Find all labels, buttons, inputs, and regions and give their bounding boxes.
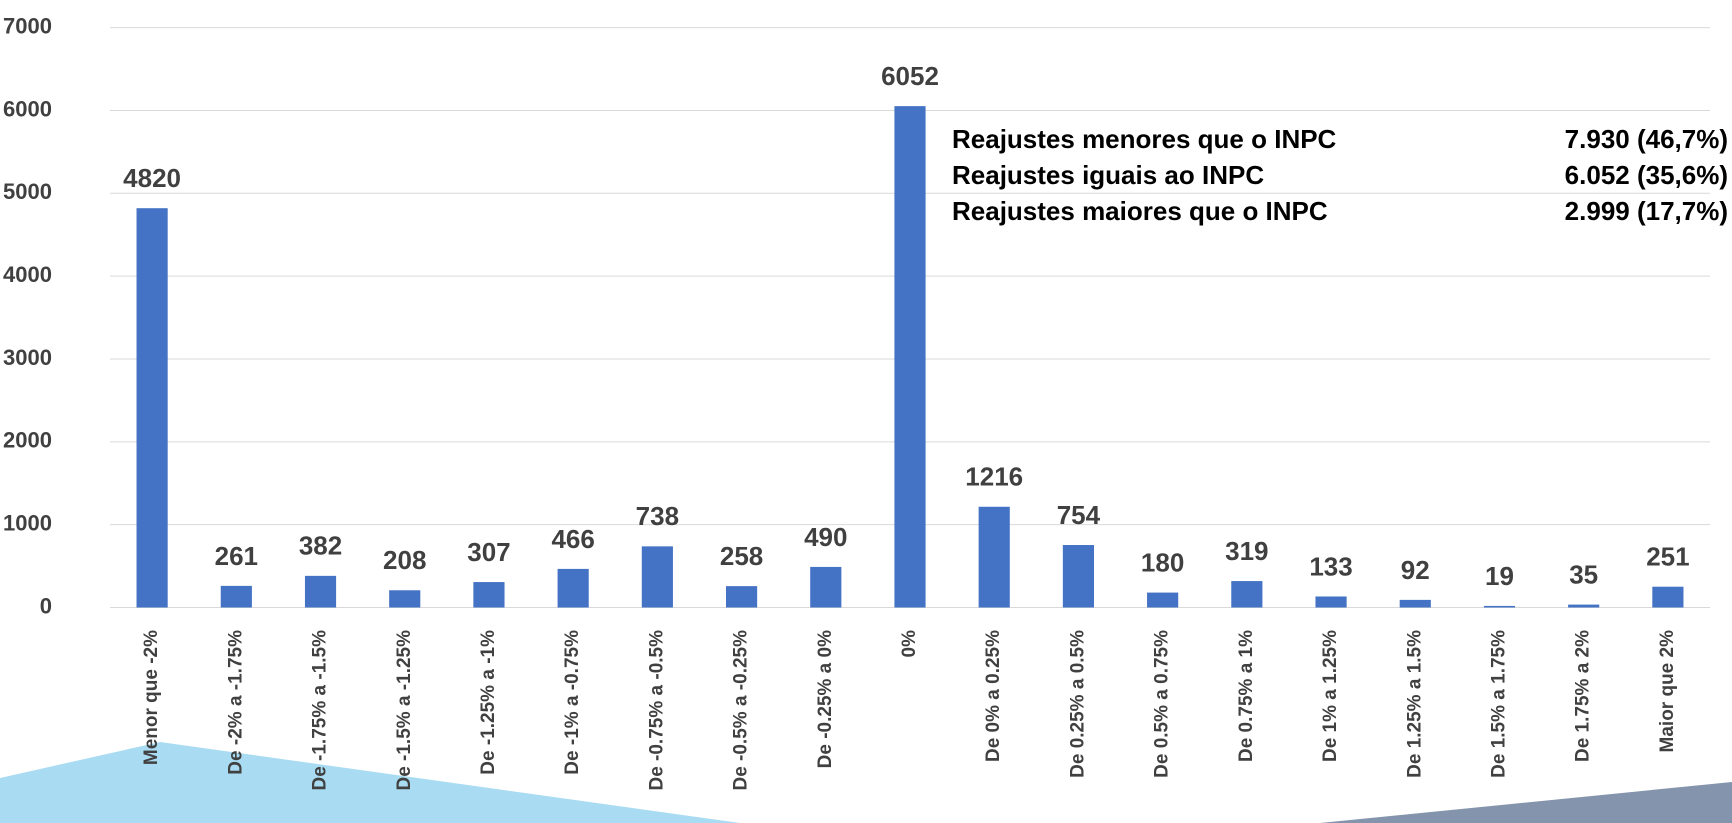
data-label: 19	[1485, 561, 1514, 591]
data-label: 1216	[965, 462, 1023, 492]
bar	[810, 566, 842, 608]
x-tick-label: 0%	[899, 630, 920, 658]
x-tick-label: De 0.75% a 1%	[1236, 630, 1257, 762]
y-tick-label: 6000	[3, 96, 52, 121]
bar	[304, 575, 337, 608]
data-label: 738	[636, 501, 679, 531]
x-tick-label: De 1.5% a 1.75%	[1488, 630, 1509, 778]
y-tick-label: 4000	[3, 262, 52, 287]
data-label: 261	[215, 541, 258, 571]
x-tick-label: De 1% a 1.25%	[1320, 630, 1341, 762]
bar	[978, 506, 1010, 608]
data-label: 382	[299, 531, 342, 561]
x-tick-label: De -1.5% a -1.25%	[394, 630, 415, 791]
y-tick-label: 3000	[3, 345, 52, 370]
data-label: 35	[1569, 559, 1598, 589]
annotation-label: Reajustes iguais ao INPC	[952, 160, 1264, 190]
bar	[641, 546, 673, 608]
bar	[1147, 592, 1179, 608]
data-label: 251	[1646, 542, 1689, 572]
decoration	[0, 742, 740, 823]
data-label: 133	[1309, 551, 1352, 581]
data-label: 490	[804, 522, 847, 552]
data-label: 4820	[123, 163, 181, 193]
bar	[220, 585, 252, 608]
data-label: 180	[1141, 547, 1184, 577]
data-label: 319	[1225, 536, 1268, 566]
y-tick-label: 0	[40, 593, 52, 618]
x-tick-label: De -1% a -0.75%	[562, 630, 583, 775]
y-tick-label: 1000	[3, 510, 52, 535]
x-tick-label: De -1.75% a -1.5%	[310, 630, 331, 791]
x-tick-label: De -0.5% a -0.25%	[731, 630, 752, 791]
bar	[726, 586, 758, 608]
bar	[894, 106, 926, 608]
annotation-value: 2.999 (17,7%)	[1565, 196, 1728, 226]
bar	[1231, 581, 1263, 608]
bar	[1568, 604, 1600, 608]
y-tick-label: 5000	[3, 179, 52, 204]
x-tick-label: Menor que -2%	[141, 630, 162, 765]
x-tick-label: De 0.25% a 0.5%	[1067, 630, 1088, 778]
y-tick-label: 2000	[3, 428, 52, 453]
y-tick-label: 7000	[3, 13, 52, 38]
x-tick-label: De -0.75% a -0.5%	[646, 630, 667, 791]
annotation-value: 6.052 (35,6%)	[1565, 160, 1728, 190]
bar	[136, 208, 168, 608]
x-tick-label: De -2% a -1.75%	[225, 630, 246, 775]
bar	[473, 582, 505, 608]
bar	[1652, 586, 1684, 608]
data-label: 258	[720, 541, 763, 571]
bar	[557, 568, 589, 608]
x-tick-label: Maior que 2%	[1657, 630, 1678, 753]
bar	[1483, 605, 1516, 608]
data-label: 208	[383, 545, 426, 575]
data-label: 754	[1057, 500, 1101, 530]
bar	[389, 590, 421, 608]
data-label: 307	[467, 537, 510, 567]
bar	[1315, 596, 1347, 608]
bar	[1062, 545, 1094, 608]
bar	[1399, 599, 1431, 608]
annotation-label: Reajustes menores que o INPC	[952, 124, 1337, 154]
annotation-value: 7.930 (46,7%)	[1565, 124, 1728, 154]
data-label: 92	[1401, 555, 1430, 585]
data-label: 466	[551, 524, 594, 554]
x-tick-label: De 1.25% a 1.5%	[1404, 630, 1425, 778]
x-tick-label: De 0.5% a 0.75%	[1152, 630, 1173, 778]
x-tick-label: De 1.75% a 2%	[1573, 630, 1594, 762]
x-tick-label: De -0.25% a 0%	[815, 630, 836, 768]
x-tick-label: De -1.25% a -1%	[478, 630, 499, 775]
annotation-label: Reajustes maiores que o INPC	[952, 196, 1328, 226]
decoration	[1320, 782, 1732, 823]
data-label: 6052	[881, 61, 939, 91]
x-tick-label: De 0% a 0.25%	[983, 630, 1004, 762]
